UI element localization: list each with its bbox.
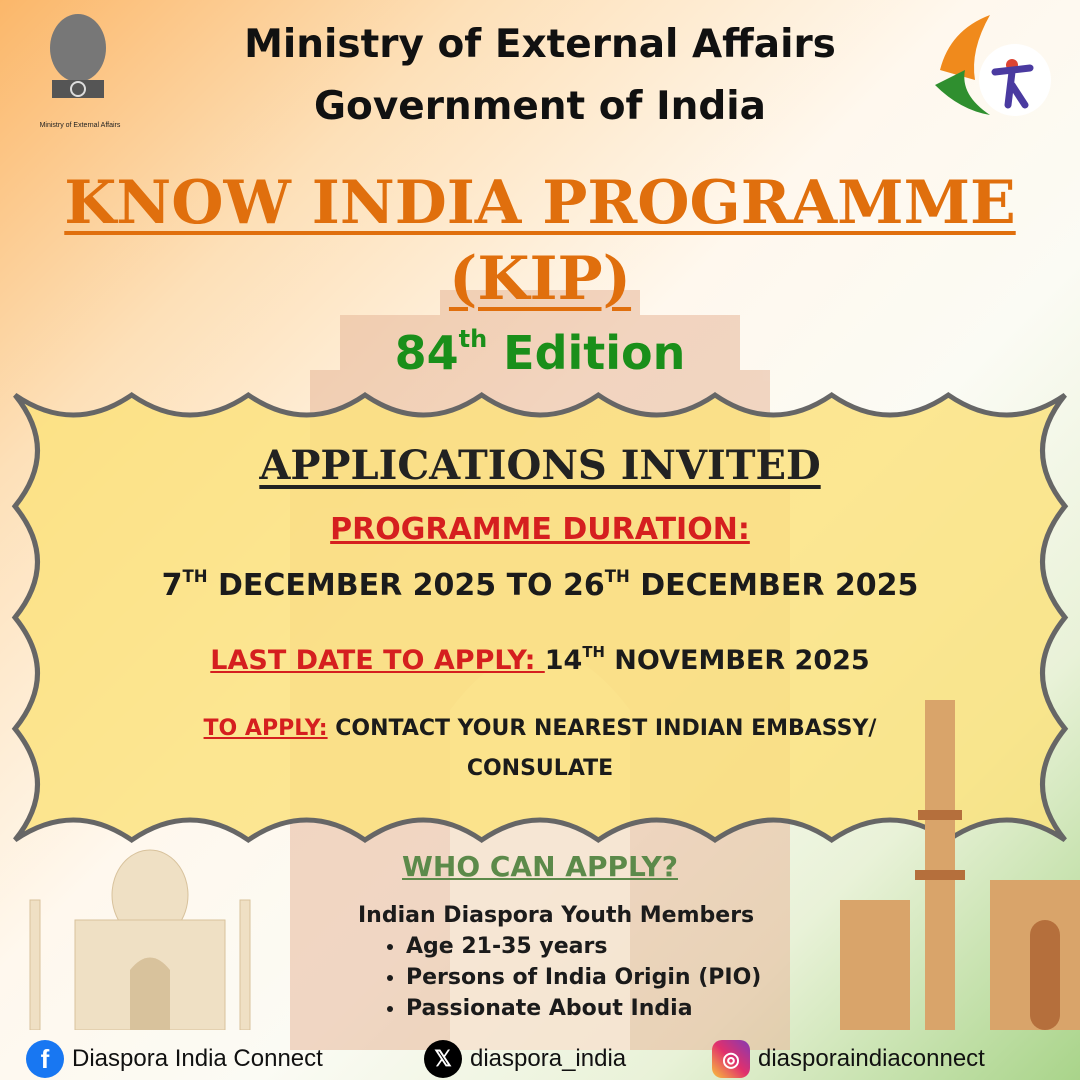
duration-label: PROGRAMME DURATION: xyxy=(330,512,750,547)
x-icon: 𝕏 xyxy=(424,1040,462,1078)
scalloped-banner xyxy=(11,391,1069,844)
eligibility-item: Persons of India Origin (PIO) xyxy=(406,962,761,993)
instagram-link[interactable]: ◎ diasporaindiaconnect xyxy=(712,1040,985,1078)
who-can-apply-heading: WHO CAN APPLY? xyxy=(402,850,678,883)
edition: 84th Edition xyxy=(394,325,686,380)
national-emblem-logo xyxy=(50,14,106,98)
taj-mahal-illustration xyxy=(29,849,251,1030)
instagram-icon: ◎ xyxy=(712,1040,750,1078)
duration-dates: 7TH DECEMBER 2025 TO 26TH DECEMBER 2025 xyxy=(161,567,919,604)
eligibility-item: Passionate About India xyxy=(406,993,761,1024)
kip-logo xyxy=(935,15,1051,116)
how-to-apply: TO APPLY: CONTACT YOUR NEAREST INDIAN EM… xyxy=(203,716,877,741)
eligibility-list: Indian Diaspora Youth Members Age 21-35 … xyxy=(358,900,761,1024)
programme-abbrev: (KIP) xyxy=(448,244,632,314)
last-date: LAST DATE TO APPLY: 14TH NOVEMBER 2025 xyxy=(210,643,870,676)
how-to-apply-cont: CONSULATE xyxy=(466,756,614,781)
ministry-name: Ministry of External Affairs xyxy=(244,22,836,67)
qutub-minar-illustration xyxy=(840,700,1080,1030)
facebook-link[interactable]: f Diaspora India Connect xyxy=(26,1040,323,1078)
programme-title: KNOW INDIA PROGRAMME xyxy=(64,168,1016,238)
applications-invited-heading: APPLICATIONS INVITED xyxy=(259,442,821,489)
facebook-icon: f xyxy=(26,1040,64,1078)
eligibility-item: Age 21-35 years xyxy=(406,931,761,962)
government-name: Government of India xyxy=(314,84,766,129)
emblem-caption: Ministry of External Affairs xyxy=(39,122,121,129)
